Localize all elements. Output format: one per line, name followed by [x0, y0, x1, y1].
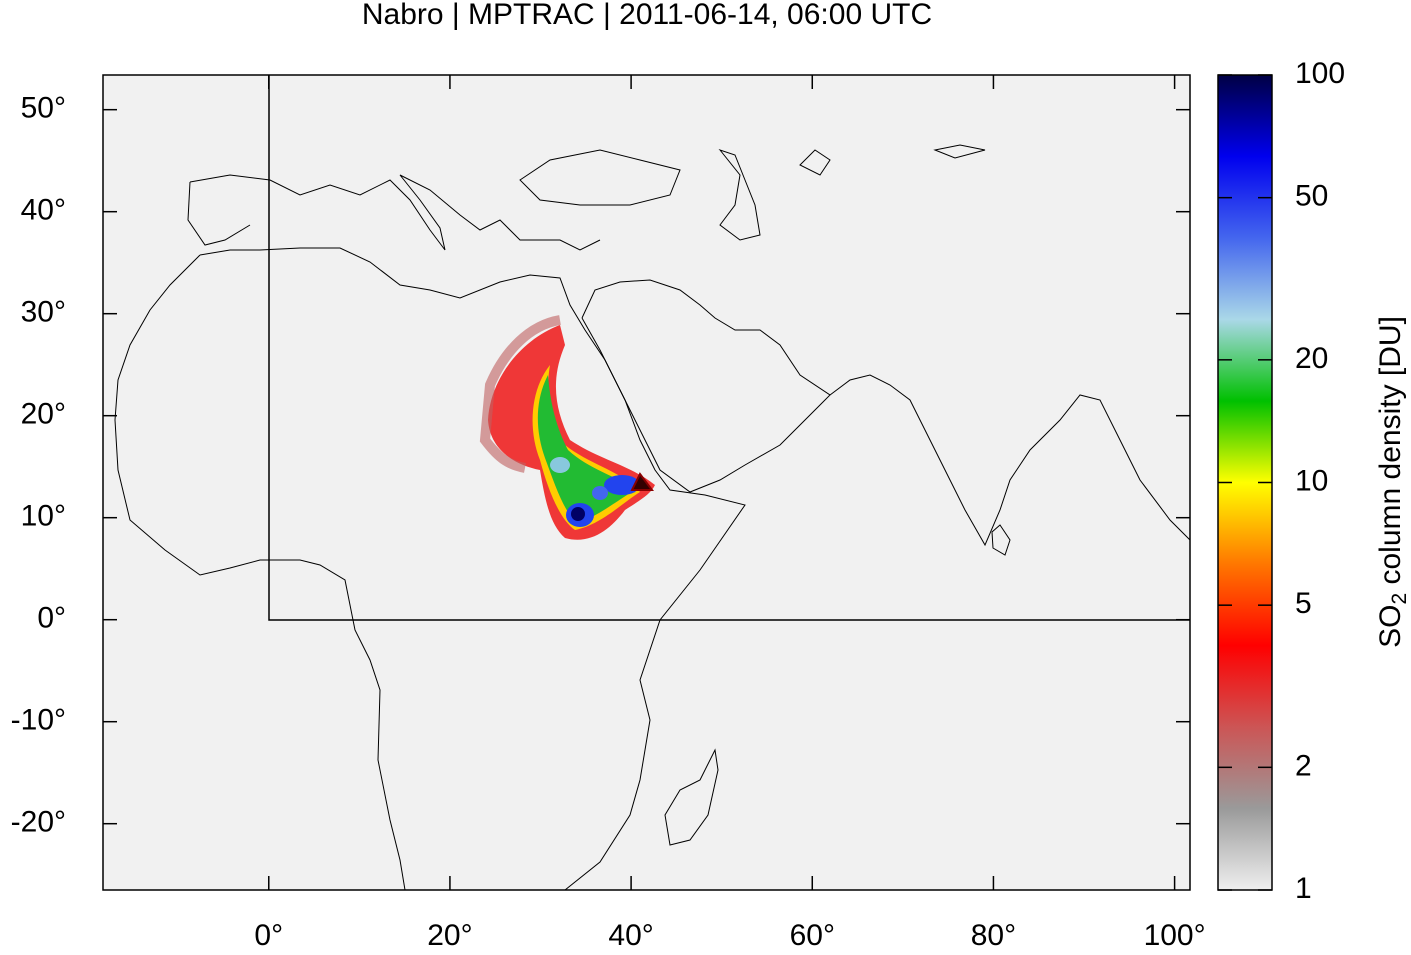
colorbar-tick-label: 2 — [1295, 749, 1312, 782]
chart-title: Nabro | MPTRAC | 2011-06-14, 06:00 UTC — [362, 0, 932, 31]
y-tick-label: 30° — [21, 296, 66, 329]
x-tick-label: 0° — [254, 919, 283, 950]
y-tick-label: 50° — [21, 92, 66, 125]
y-tick-label: 20° — [21, 398, 66, 431]
x-tick-label: 100° — [1144, 919, 1206, 950]
x-tick-label: 60° — [790, 919, 835, 950]
colorbar-label: SO2 column density [DU] — [1374, 316, 1411, 648]
y-tick-label: -10° — [11, 704, 66, 737]
colorbar-tick-label: 5 — [1295, 587, 1312, 620]
y-tick-label: 10° — [21, 500, 66, 533]
x-tick-label: 80° — [971, 919, 1016, 950]
domain-box — [268, 75, 1190, 621]
colorbar-tick-label: 50 — [1295, 180, 1328, 213]
colorbar-tick-label: 1 — [1295, 872, 1312, 905]
colorbar-tick-label: 100 — [1295, 57, 1345, 90]
x-tick-label: 40° — [608, 919, 653, 950]
coastlines — [114, 144, 1191, 891]
colorbar-tick-label: 20 — [1295, 342, 1328, 375]
y-tick-label: 40° — [21, 194, 66, 227]
so2-plume — [479, 315, 655, 540]
x-tick-label: 20° — [427, 919, 472, 950]
y-tick-label: -20° — [11, 806, 66, 839]
colorbar-tick-label: 10 — [1295, 464, 1328, 497]
y-tick-label: 0° — [37, 602, 66, 635]
colorbar-label-rest: column density [DU] — [1374, 316, 1407, 593]
colorbar-label-main: SO — [1374, 605, 1407, 648]
colorbar-label-subscript: 2 — [1388, 593, 1411, 605]
